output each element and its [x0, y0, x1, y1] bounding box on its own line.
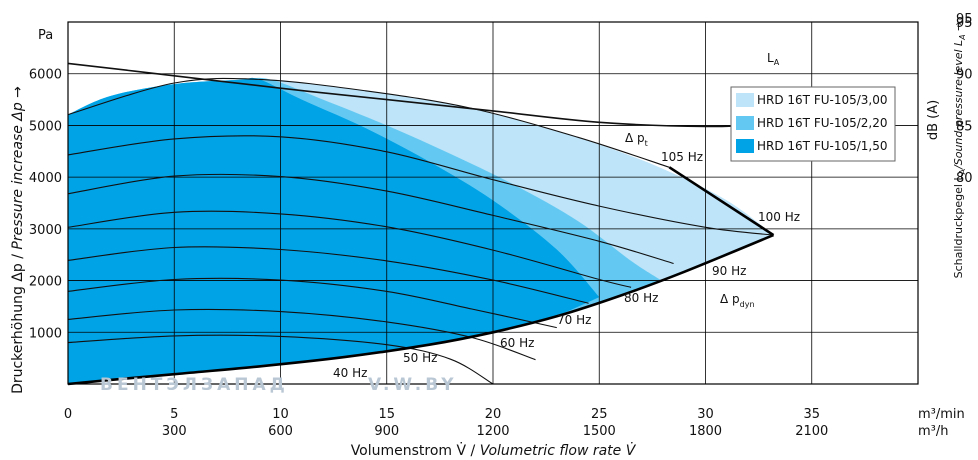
y-axis-title-en: Pressure increase Δp → [10, 86, 26, 250]
x-tick-label-secondary: 1500 [583, 424, 616, 439]
y2-axis-title: Schalldruckpegel LA/Sound pressure level… [952, 22, 967, 279]
dp-dynamic-label: Δ pdyn [720, 292, 755, 309]
x-axis-title-en: Volumetric flow rate V̇ [480, 442, 637, 459]
watermark-right: V.W.BY [368, 375, 458, 395]
dp-total-label: Δ pt [625, 131, 648, 148]
freq-label: 60 Hz [500, 336, 534, 350]
x-tick-label-primary: 35 [803, 407, 820, 422]
plot-frame [67, 21, 919, 385]
legend: HRD 16T FU-105/3,00 HRD 16T FU-105/2,20 HR… [730, 86, 896, 162]
speed-curve-40hz [67, 334, 494, 385]
speed-curve-90hz [67, 173, 674, 265]
x-axis-title: Volumenstrom V̇ / Volumetric flow rate V… [351, 442, 637, 459]
watermark-left: ВЕНТЭЛЗАПАД [100, 375, 289, 395]
y2-title-en-sub: A [958, 34, 967, 40]
y-unit-label: Pa [38, 28, 53, 43]
y-tick-label: 5000 [29, 119, 62, 134]
y-tick-label: 2000 [29, 275, 62, 290]
y2-tick-label: 80 [956, 171, 973, 186]
y2-tick-label-top: 95 [956, 12, 973, 27]
x-tick-label-secondary: 600 [268, 424, 293, 439]
system-curve [67, 233, 774, 386]
freq-label: 50 Hz [403, 351, 437, 365]
y2-title-arrow: → [952, 22, 965, 35]
axes [67, 21, 919, 385]
x-axis-title-de: Volumenstrom V̇ / [351, 442, 480, 459]
y-tick-label: 1000 [29, 326, 62, 341]
operating-areas [68, 77, 774, 385]
y-tick-label: 4000 [29, 171, 62, 186]
sound-level-label-sub: A [774, 58, 780, 67]
dp-dynamic-sub: dyn [740, 300, 755, 309]
legend-label-1: HRD 16T FU-105/3,00 [757, 93, 888, 107]
y2-tick-label: 90 [956, 68, 973, 83]
speed-curve-100hz [67, 135, 774, 236]
freq-label: 40 Hz [333, 366, 367, 380]
legend-swatch-3 [736, 139, 754, 153]
x-tick-label-primary: 5 [170, 407, 178, 422]
freq-label: 70 Hz [557, 313, 591, 327]
x-tick-label-primary: 20 [485, 407, 502, 422]
max-speed-line [668, 166, 775, 237]
y-tick-label: 3000 [29, 223, 62, 238]
x-tick-label-primary: 10 [272, 407, 289, 422]
speed-curve-70hz [67, 246, 589, 304]
y-axis-title-de: Druckerhöhung Δp / [10, 250, 26, 394]
y2-title-de: Schalldruckpegel L [952, 174, 965, 279]
x-tick-label-secondary: 1800 [689, 424, 722, 439]
x-unit-secondary: m³/h [918, 424, 949, 439]
speed-curve-60hz [67, 277, 557, 329]
freq-label: 105 Hz [661, 150, 703, 164]
legend-label-2: HRD 16T FU-105/2,20 [757, 116, 888, 130]
x-tick-label-secondary: 900 [374, 424, 399, 439]
legend-label-3: HRD 16T FU-105/1,50 [757, 139, 888, 153]
y-axis-title: Druckerhöhung Δp / Pressure increase Δp … [10, 86, 26, 394]
y-tick-label: 6000 [29, 68, 62, 83]
freq-label: 80 Hz [624, 291, 658, 305]
y2-unit-label: dB (A) [926, 100, 941, 140]
x-tick-label-primary: 15 [378, 407, 395, 422]
x-tick-label-primary: 25 [591, 407, 608, 422]
sound-level-label: LA [767, 51, 780, 67]
sound-level-label-main: L [767, 51, 774, 65]
chart-labels: Pa 1000 2000 3000 4000 5000 6000 0 5 10 15 20 25 30 35… [10, 12, 973, 459]
legend-swatch-1 [736, 93, 754, 107]
legend-box [730, 86, 896, 162]
x-tick-label-secondary: 2100 [795, 424, 828, 439]
speed-curve-80hz [67, 210, 632, 288]
freq-label: 100 Hz [758, 210, 800, 224]
y2-tick-label: 85 [956, 119, 973, 134]
dp-total-sub: t [645, 139, 648, 148]
x-unit-primary: m³/min [918, 407, 965, 422]
watermark: ВЕНТЭЛЗАПАД V.W.BY [100, 375, 458, 395]
speed-curves [67, 77, 774, 385]
x-tick-label-primary: 30 [697, 407, 714, 422]
x-tick-label-secondary: 300 [162, 424, 187, 439]
y2-tick-label: 95 [956, 16, 973, 31]
y2-title-sub: A [958, 168, 967, 174]
x-tick-label-secondary: 1200 [476, 424, 509, 439]
x-tick-label-primary: 0 [64, 407, 72, 422]
speed-curve-105hz [67, 77, 670, 168]
y2-title-en: /Sound pressure level L [952, 40, 965, 170]
freq-label: 90 Hz [712, 264, 746, 278]
legend-swatch-2 [736, 116, 754, 130]
dp-dynamic-main: Δ p [720, 292, 740, 306]
dp-total-main: Δ p [625, 131, 645, 145]
